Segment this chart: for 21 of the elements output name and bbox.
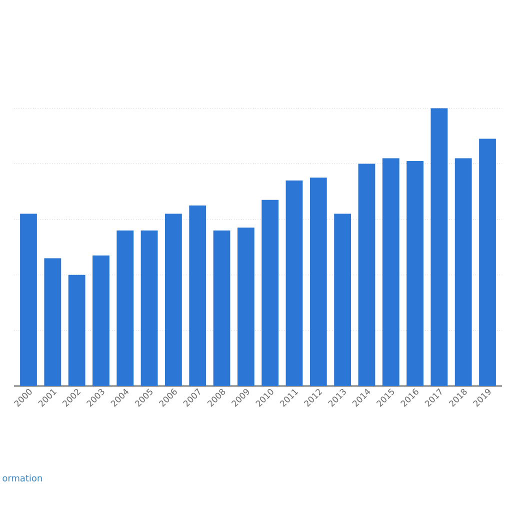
bar [116,230,134,386]
bar [68,274,86,386]
bar [262,200,279,386]
bar [406,160,424,386]
bar [334,214,352,386]
bar [92,255,110,386]
bar [430,108,448,386]
bar [189,205,206,386]
bar [213,230,230,386]
bar [382,158,400,386]
bar [479,138,496,386]
bar [44,258,62,386]
bar [140,230,158,386]
bar [310,178,327,386]
bar [164,214,182,386]
bar [237,228,254,386]
bar [20,214,37,386]
bar [286,180,303,386]
bar [358,164,376,386]
text: ormation [2,474,42,482]
bar [454,158,472,386]
